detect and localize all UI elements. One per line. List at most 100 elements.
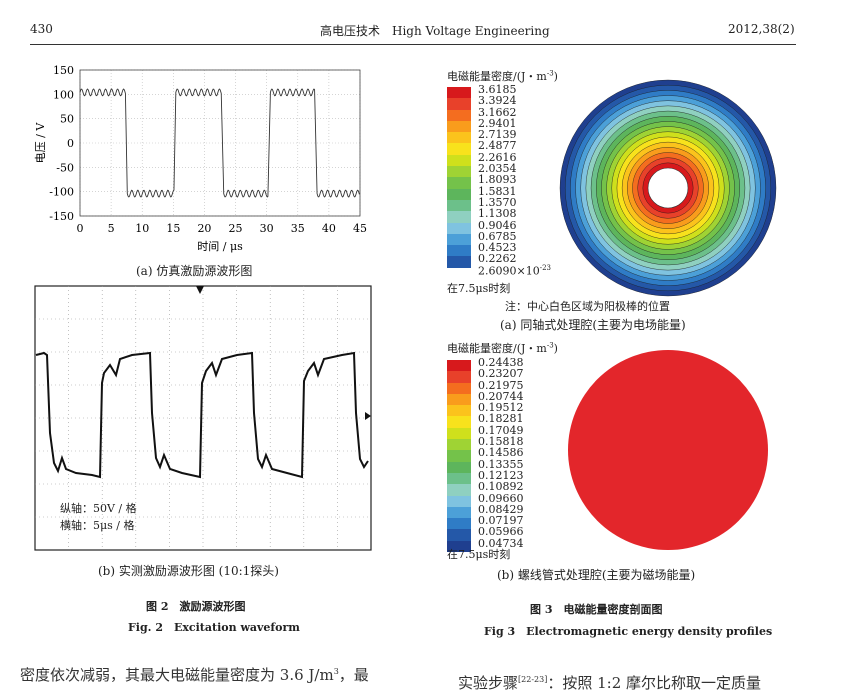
fig3b-legend-title: 电磁能量密度/(J・m-3) — [447, 341, 558, 355]
fig3-caption-en: Fig 3 Electromagnetic energy density pro… — [484, 625, 773, 638]
colorbar-swatch — [447, 371, 471, 383]
colorbar-label: 0.07197 — [478, 514, 524, 528]
colorbar-label: 0.6785 — [478, 229, 517, 243]
fig3b-disc — [568, 350, 768, 550]
colorbar-swatch — [447, 393, 471, 406]
colorbar-label: 0.15818 — [478, 435, 524, 449]
fig3a-colorbar — [447, 87, 471, 268]
colorbar-swatch — [447, 166, 471, 178]
fig3a-contour — [559, 79, 777, 297]
x-tick-label: 0 — [77, 222, 84, 235]
colorbar-label: 0.21975 — [478, 378, 524, 392]
colorbar-swatch — [447, 245, 471, 257]
colorbar-label: 0.23207 — [478, 367, 524, 381]
colorbar-swatch — [447, 143, 471, 155]
level-marker — [365, 412, 371, 420]
colorbar-swatch — [447, 382, 471, 394]
x-tick-label: 40 — [322, 222, 336, 235]
scope-waveform — [35, 351, 369, 479]
fig3a-min-value: 2.6090×10-23 — [478, 264, 551, 278]
x-tick-label: 5 — [108, 222, 115, 235]
colorbar-swatch — [447, 154, 471, 167]
x-tick-label: 45 — [353, 222, 367, 235]
body-right-line: 实验步骤[22-23]：按照 1:2 摩尔比称取一定质量 — [458, 674, 762, 692]
colorbar-label: 0.09660 — [478, 491, 524, 505]
colorbar-label: 3.3924 — [478, 94, 517, 108]
fig3a-time: 在7.5μs时刻 — [447, 282, 511, 295]
x-tick-label: 25 — [229, 222, 243, 235]
colorbar-label: 2.7139 — [478, 128, 517, 142]
colorbar-swatch — [447, 132, 471, 144]
colorbar-label: 3.6185 — [478, 83, 517, 96]
trigger-marker — [196, 286, 204, 294]
scope-scale: 纵轴：50V / 格 横轴：5μs / 格 — [60, 500, 137, 534]
issue-info: 2012,38(2) — [728, 22, 795, 36]
colorbar-label: 0.13355 — [478, 457, 524, 471]
colorbar-label: 2.0354 — [478, 162, 517, 176]
colorbar-label: 0.14586 — [478, 446, 524, 460]
colorbar-label: 2.2616 — [478, 150, 517, 164]
colorbar-label: 0.17049 — [478, 423, 524, 437]
voltage-series-line — [79, 88, 360, 198]
colorbar-label: 1.8093 — [478, 173, 517, 187]
colorbar-label: 0.08429 — [478, 502, 524, 516]
fig3a-legend-title: 电磁能量密度/(J・m-3) — [447, 69, 558, 83]
fig3-caption-cn: 图 3 电磁能量密度剖面图 — [530, 603, 663, 616]
scope-vscale: 纵轴：50V / 格 — [60, 502, 137, 515]
fig2b-caption: (b) 实测激励源波形图 (10:1探头) — [98, 564, 279, 578]
colorbar-label: 0.4523 — [478, 241, 517, 255]
colorbar-swatch — [447, 405, 471, 417]
colorbar-label: 0.9046 — [478, 218, 517, 232]
fig3a-caption: (a) 同轴式处理腔(主要为电场能量) — [500, 318, 686, 332]
fig3b-caption: (b) 螺线管式处理腔(主要为磁场能量) — [497, 568, 696, 582]
y-tick-label: 100 — [53, 88, 74, 101]
y-tick-label: -100 — [49, 186, 74, 199]
colorbar-label: 0.19512 — [478, 401, 524, 415]
y-tick-label: 0 — [67, 137, 74, 150]
colorbar-swatch — [447, 495, 471, 507]
colorbar-swatch — [447, 222, 471, 234]
x-axis-label: 时间 / μs — [197, 240, 243, 253]
fig2b-oscilloscope — [34, 285, 372, 551]
journal-title: 高电压技术 High Voltage Engineering — [320, 24, 550, 38]
colorbar-swatch — [447, 256, 471, 268]
fig3a-note: 注：中心白色区域为阳极棒的位置 — [505, 300, 670, 313]
fig3b-time: 在7.5μs时刻 — [447, 548, 511, 561]
colorbar-swatch — [447, 439, 471, 451]
colorbar-swatch — [447, 472, 471, 485]
y-tick-label: -150 — [49, 210, 74, 223]
colorbar-swatch — [447, 211, 471, 223]
x-tick-label: 15 — [166, 222, 180, 235]
colorbar-swatch — [447, 416, 471, 428]
fig3a-colorbar-labels: 3.6185 3.3924 3.1662 2.9401 2.7139 2.4877 2.26… — [478, 84, 517, 265]
colorbar-label: 2.4877 — [478, 139, 517, 153]
colorbar-swatch — [447, 540, 471, 553]
colorbar-swatch — [447, 109, 471, 121]
colorbar-label: 2.9401 — [478, 116, 517, 130]
colorbar-label: 0.04734 — [478, 536, 524, 550]
header-rule — [30, 44, 796, 45]
page-number: 430 — [30, 22, 53, 36]
colorbar-swatch — [447, 427, 471, 440]
colorbar-swatch — [447, 461, 471, 473]
scope-hscale: 横轴：5μs / 格 — [60, 519, 135, 532]
y-tick-label: 150 — [53, 64, 74, 77]
fig2-caption-cn: 图 2 激励源波形图 — [146, 600, 246, 613]
x-tick-label: 10 — [135, 222, 149, 235]
colorbar-swatch — [447, 450, 471, 462]
colorbar-swatch — [447, 199, 471, 212]
x-tick-label: 20 — [197, 222, 211, 235]
colorbar-swatch — [447, 529, 471, 541]
fig3b-colorbar-labels: 0.24438 0.23207 0.21975 0.20744 0.19512 0.182… — [478, 357, 524, 549]
colorbar-label: 1.1308 — [478, 207, 517, 221]
colorbar-swatch — [447, 120, 471, 133]
fig3b-red-disc — [568, 350, 768, 550]
body-left-line: 密度依次减弱，其最大电磁能量密度为 3.6 J/m3，最 — [20, 666, 369, 684]
colorbar-label: 1.5831 — [478, 184, 517, 198]
fig2-caption-en: Fig. 2 Excitation waveform — [128, 621, 300, 634]
colorbar-swatch — [447, 360, 471, 372]
anode-hole — [647, 167, 689, 209]
colorbar-swatch — [447, 188, 471, 200]
colorbar-swatch — [447, 87, 471, 99]
